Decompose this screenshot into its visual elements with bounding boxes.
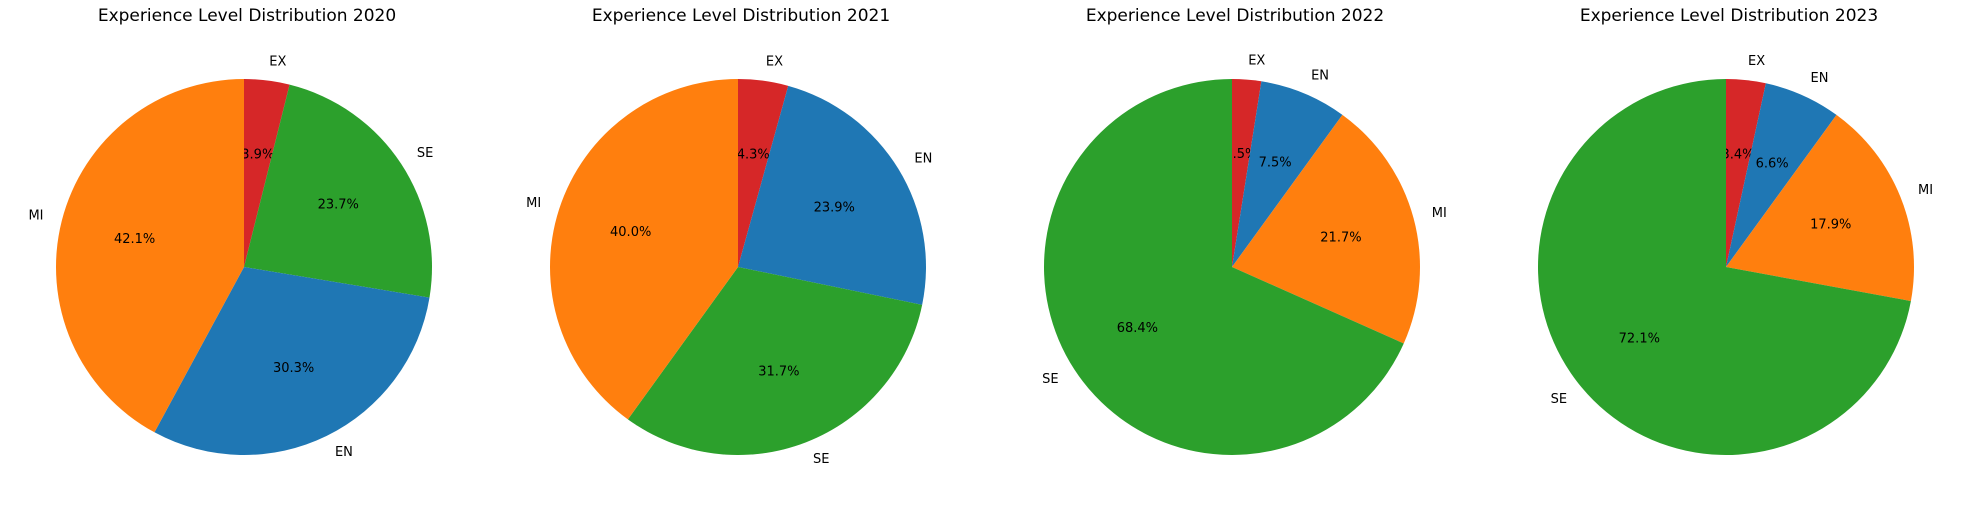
pie-slice-mi [1232,114,1420,344]
pie-percent-label-mi: 40.0% [610,225,651,240]
pie-slice-se [1538,79,1911,455]
pie-chart-2021: Experience Level Distribution 2021 4.3% E… [494,0,988,512]
pie-percent-label-se: 68.4% [1117,321,1158,336]
pie-slice-ex [1726,79,1766,267]
pie-percent-label-ex: 3.4% [1722,147,1755,162]
pie-slice-en [738,85,926,305]
pie-category-label-se: SE [1042,372,1058,387]
pie-svg: 2.5% EX 7.5% EN 21.7% MI 68.4% SE [1042,53,1447,455]
pie-category-label-en: EN [335,445,353,460]
pie-percent-label-en: 6.6% [1756,157,1789,172]
pie-percent-label-mi: 21.7% [1320,230,1361,245]
pie-svg: 4.3% EX 23.9% EN 31.7% SE 40.0% MI [526,55,932,468]
chart-title: Experience Level Distribution 2021 [591,6,891,26]
pie-category-label-se: SE [813,452,829,467]
pie-category-label-mi: MI [1432,206,1447,221]
pie-percent-label-ex: 3.9% [241,148,274,163]
pie-category-label-ex: EX [1748,54,1765,69]
pie-category-label-en: EN [1311,68,1329,83]
pie-category-label-en: EN [914,152,932,167]
pie-percent-label-ex: 2.5% [1224,147,1257,162]
pie-percent-label-en: 7.5% [1259,155,1292,170]
chart-title: Experience Level Distribution 2023 [1579,6,1879,26]
pie-percent-label-se: 23.7% [318,198,359,213]
pie-slice-ex [1232,79,1262,267]
pie-svg: 3.9% EX 23.7% SE 30.3% EN 42.1% MI [28,54,433,460]
pie-slice-mi [550,79,738,420]
chart-title: Experience Level Distribution 2020 [97,6,397,26]
pie-chart-2020: Experience Level Distribution 2020 3.9% E… [0,0,494,512]
pie-percent-label-en: 23.9% [814,201,855,216]
pie-percent-label-mi: 17.9% [1810,218,1851,233]
pie-percent-label-mi: 42.1% [114,232,155,247]
pie-percent-label-se: 31.7% [758,365,799,380]
pie-chart-2023: Experience Level Distribution 2023 3.4% E… [1482,0,1976,512]
pie-slice-ex [244,79,290,267]
pie-category-label-ex: EX [269,54,286,69]
chart-title: Experience Level Distribution 2022 [1085,6,1385,26]
pie-percent-label-se: 72.1% [1619,332,1660,347]
pie-category-label-ex: EX [766,55,783,70]
pie-slice-se [1044,79,1404,455]
pie-category-label-ex: EX [1248,53,1265,68]
pie-category-label-mi: MI [28,209,43,224]
pie-percent-label-ex: 4.3% [737,148,770,163]
pie-slice-se [627,267,923,455]
pie-category-label-se: SE [1551,392,1567,407]
pie-slice-se [244,84,432,298]
pie-slice-en [1726,83,1837,267]
pie-slice-ex [738,79,789,267]
pie-svg: 3.4% EX 6.6% EN 17.9% MI 72.1% SE [1538,54,1933,455]
pie-percent-label-en: 30.3% [273,361,314,376]
pie-category-label-en: EN [1811,71,1829,86]
pie-chart-2022: Experience Level Distribution 2022 2.5% E… [988,0,1482,512]
pie-category-label-se: SE [417,146,433,161]
pie-slice-mi [55,79,244,433]
pie-slice-en [154,267,430,455]
pie-slice-mi [1726,114,1914,302]
pie-category-label-mi: MI [1918,183,1933,198]
pie-slice-en [1232,81,1343,267]
pie-category-label-mi: MI [526,196,541,211]
